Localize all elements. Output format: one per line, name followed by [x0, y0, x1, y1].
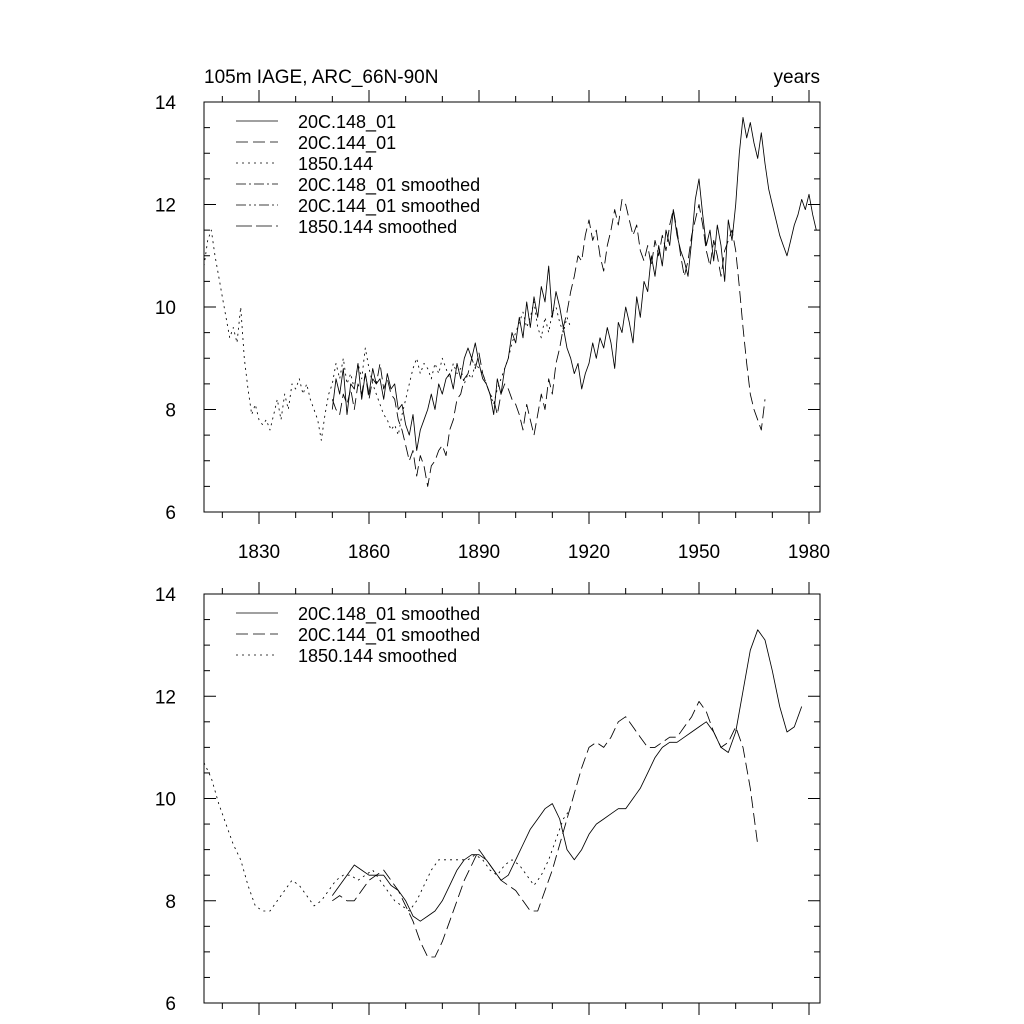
- legend-label-1850-144: 1850.144: [298, 154, 373, 174]
- legend: 20C.148_01 smoothed 20C.144_01 smoothed …: [236, 604, 480, 666]
- series-line-20c-144-01: [331, 198, 766, 487]
- legend-label-20c-144-smoothed: 20C.144_01 smoothed: [298, 196, 480, 217]
- y-tick-label: 14: [155, 585, 177, 606]
- legend-label-20c-148-smoothed: 20C.148_01 smoothed: [298, 604, 480, 625]
- series-line-1850-144: [203, 229, 572, 441]
- x-tick-label: 1980: [788, 542, 830, 563]
- y-tick-label: 6: [165, 994, 176, 1015]
- series-line-20c-148-01: [331, 116, 817, 451]
- x-tick-label: 1890: [458, 542, 500, 563]
- legend-label-20c-144-smoothed: 20C.144_01 smoothed: [298, 625, 480, 646]
- y-tick-label: 14: [155, 93, 177, 114]
- y-tick-label: 10: [155, 790, 176, 811]
- legend-label-1850-144-smoothed: 1850.144 smoothed: [298, 646, 457, 666]
- x-tick-label: 1920: [568, 542, 610, 563]
- x-tick-label: 1950: [678, 542, 720, 563]
- legend-label-20c-148: 20C.148_01: [298, 112, 396, 133]
- panel-units: years: [774, 67, 820, 88]
- y-tick-label: 12: [155, 196, 176, 217]
- series-line-1850-144-smoothed: [203, 762, 572, 912]
- y-tick-label: 8: [165, 401, 176, 422]
- series-line-20c-148-01-smoothed: [331, 629, 803, 922]
- legend-label-20c-144: 20C.144_01: [298, 133, 396, 154]
- bottom-panel: 6 8 10 12 14 20C.148_01 smoothed 20C.144_01 …: [155, 582, 821, 1015]
- legend-label-1850-144-smoothed: 1850.144 smoothed: [298, 217, 457, 237]
- y-tick-label: 8: [165, 892, 176, 913]
- plot-frame: [203, 101, 821, 513]
- y-tick-label: 6: [165, 503, 176, 524]
- x-tick-label: 1860: [348, 542, 390, 563]
- legend: 20C.148_01 20C.144_01 1850.144 20C.148_0…: [236, 112, 480, 237]
- series-line-20c-144-01-smoothed: [332, 700, 759, 958]
- x-tick-label: 1830: [238, 542, 280, 563]
- y-tick-label: 10: [155, 298, 176, 319]
- legend-label-20c-148-smoothed: 20C.148_01 smoothed: [298, 175, 480, 196]
- panel-title: 105m IAGE, ARC_66N-90N: [204, 67, 438, 88]
- y-tick-label: 12: [155, 687, 176, 708]
- top-panel: 105m IAGE, ARC_66N-90N years 6 8 10 12 14 183…: [155, 67, 830, 563]
- plot-frame: [203, 593, 821, 1004]
